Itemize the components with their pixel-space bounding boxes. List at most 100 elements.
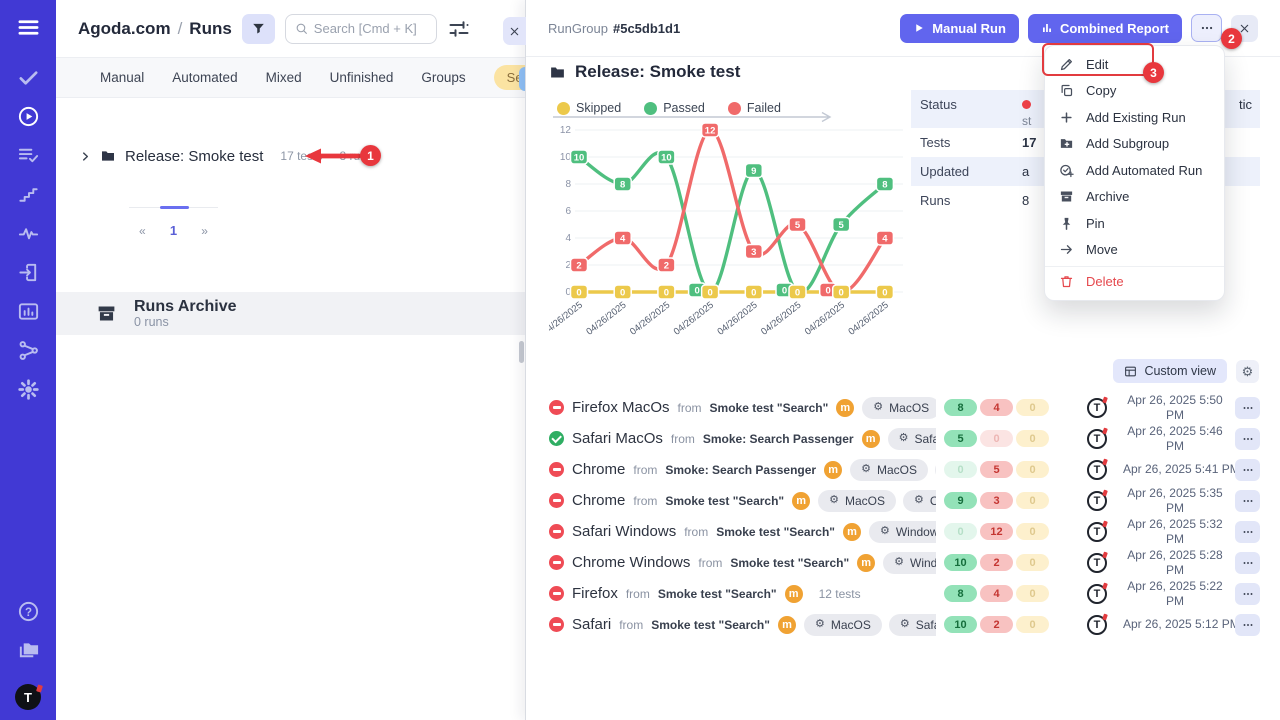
view-settings-button[interactable]: ⚙ [1236, 359, 1259, 383]
menu-item-add-subgroup[interactable]: Add Subgroup [1045, 131, 1224, 158]
more-actions-button[interactable] [1191, 14, 1222, 42]
run-main: Chrome from Smoke test "Search" m ⚙ MacOS… [572, 489, 936, 512]
run-main: Safari MacOs from Smoke: Search Passenge… [572, 427, 936, 450]
tab-manual[interactable]: Manual [100, 70, 145, 85]
reports-icon[interactable] [17, 300, 40, 323]
ellipsis-icon [1242, 433, 1254, 445]
combined-report-button[interactable]: Combined Report [1027, 13, 1182, 43]
tab-unfinished[interactable]: Unfinished [329, 70, 394, 85]
gear-icon: ⚙ [894, 556, 905, 568]
menu-item-pin[interactable]: Pin [1045, 210, 1224, 237]
run-row[interactable]: Safari MacOs from Smoke: Search Passenge… [549, 423, 1260, 454]
run-more-button[interactable] [1235, 551, 1260, 574]
settings-icon[interactable] [17, 378, 40, 401]
pin-icon [1059, 216, 1074, 231]
tab-mixed[interactable]: Mixed [265, 70, 302, 85]
filter-button[interactable] [241, 13, 275, 44]
manual-run-button[interactable]: Manual Run [900, 13, 1019, 43]
run-more-button[interactable] [1235, 613, 1260, 636]
passed-count: 8 [944, 399, 977, 416]
scrollbar-thumb[interactable] [519, 341, 524, 363]
platform-badges: ⚙MacOS ⚙Chrome [818, 489, 936, 512]
search-input[interactable] [313, 21, 427, 36]
platform-badge-macos: ⚙ MacOS [850, 458, 928, 481]
runs-icon[interactable] [17, 105, 40, 128]
legend-dot [557, 101, 570, 115]
run-row[interactable]: Firefox MacOs from Smoke test "Search" m… [549, 392, 1260, 423]
legend-passed[interactable]: Passed [644, 101, 705, 115]
chevron-right-icon[interactable] [80, 151, 91, 162]
manual-badge: m [792, 491, 811, 510]
test-plans-icon[interactable] [17, 144, 40, 167]
testomat-logo[interactable]: T [15, 684, 41, 710]
platform-badge-chrome: ⚙Chrome [903, 489, 936, 512]
legend-dot [644, 101, 658, 115]
menu-item-copy[interactable]: Copy [1045, 78, 1224, 105]
custom-view-button[interactable]: Custom view [1113, 359, 1227, 383]
pagination-next[interactable]: » [201, 223, 208, 238]
table-view-icon [1124, 365, 1137, 378]
help-icon[interactable]: ? [17, 600, 40, 623]
run-more-button[interactable] [1235, 520, 1260, 543]
legend-arrow-icon [553, 111, 832, 123]
run-row[interactable]: Chrome Windows from Smoke test "Search" … [549, 547, 1260, 578]
import-icon[interactable] [17, 261, 40, 284]
run-name[interactable]: Firefox MacOs [572, 399, 670, 416]
menu-item-move[interactable]: Move [1045, 237, 1224, 264]
folder-plus-icon [1059, 136, 1074, 151]
run-more-button[interactable] [1235, 489, 1260, 512]
run-row[interactable]: Firefox from Smoke test "Search" m 12 te… [549, 578, 1260, 609]
steps-icon[interactable] [17, 183, 40, 206]
breadcrumb-project[interactable]: Agoda.com [78, 18, 171, 38]
manual-badge: m [824, 460, 843, 479]
run-name[interactable]: Safari Windows [572, 523, 677, 540]
menu-icon[interactable] [17, 16, 40, 39]
runs-archive[interactable]: Runs Archive 0 runs [56, 292, 525, 335]
run-row[interactable]: Safari Windows from Smoke test "Search" … [549, 516, 1260, 547]
legend-failed[interactable]: Failed [727, 101, 781, 115]
svg-text:0: 0 [576, 288, 581, 299]
passed-count: 8 [944, 585, 977, 602]
run-more-button[interactable] [1235, 396, 1260, 419]
run-name[interactable]: Firefox [572, 585, 618, 602]
run-name[interactable]: Safari MacOs [572, 430, 663, 447]
run-row[interactable]: Chrome from Smoke test "Search" m ⚙ MacOS… [549, 485, 1260, 516]
pagination-page-1[interactable]: 1 [159, 206, 190, 238]
run-row[interactable]: Chrome from Smoke: Search Passenger m ⚙ M… [549, 454, 1260, 485]
tab-groups[interactable]: Groups [421, 70, 466, 85]
tasks-icon[interactable] [17, 66, 40, 89]
run-timestamp: Apr 26, 2025 5:41 PM [1123, 462, 1240, 477]
failed-status-icon [549, 555, 564, 570]
panel-collapse-button[interactable] [503, 17, 526, 45]
run-name[interactable]: Chrome [572, 492, 626, 509]
manual-badge: m [861, 429, 880, 448]
status-value: tic st [1022, 97, 1260, 128]
run-name[interactable]: Safari [572, 616, 612, 633]
tab-automated[interactable]: Automated [172, 70, 238, 85]
menu-item-edit[interactable]: Edit [1045, 51, 1224, 78]
branches-icon[interactable] [17, 339, 40, 362]
svg-text:04/26/2025: 04/26/2025 [847, 300, 891, 338]
gear-icon: ⚙ [899, 618, 910, 630]
pagination-prev[interactable]: « [139, 223, 146, 238]
run-name[interactable]: Chrome Windows [572, 554, 691, 571]
run-more-button[interactable] [1235, 582, 1260, 605]
view-settings-button[interactable] [447, 17, 471, 41]
run-more-button[interactable] [1235, 458, 1260, 481]
projects-icon[interactable] [17, 639, 40, 662]
run-more-button[interactable] [1235, 427, 1260, 450]
run-row[interactable]: Safari from Smoke test "Search" m ⚙ MacOS… [549, 609, 1260, 640]
analytics-icon[interactable] [17, 222, 40, 245]
svg-text:2: 2 [664, 261, 669, 272]
menu-item-add-automated-run[interactable]: Add Automated Run [1045, 157, 1224, 184]
menu-item-add-existing-run[interactable]: Add Existing Run [1045, 104, 1224, 131]
menu-item-archive[interactable]: Archive [1045, 184, 1224, 211]
run-source-name: Smoke test "Search" [651, 617, 770, 632]
run-name[interactable]: Chrome [572, 461, 626, 478]
run-timestamp: Apr 26, 2025 5:28 PM [1127, 548, 1223, 577]
funnel-icon [251, 21, 266, 36]
run-from-label: from [670, 431, 695, 446]
rungroup-name[interactable]: Release: Smoke test [125, 147, 264, 165]
legend-skipped[interactable]: Skipped [557, 101, 621, 115]
menu-item-delete[interactable]: Delete [1045, 266, 1224, 295]
